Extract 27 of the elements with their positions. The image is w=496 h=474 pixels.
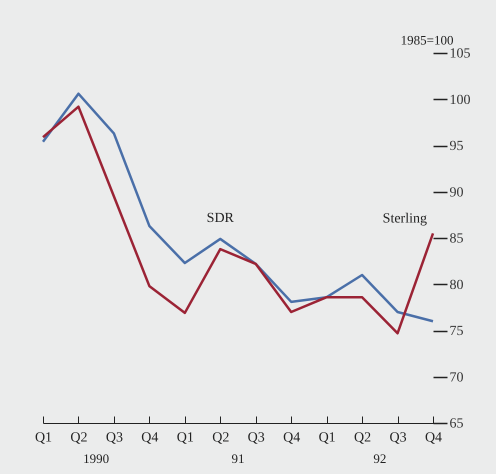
series-label: Sterling <box>382 211 427 226</box>
y-tick-label: 70 <box>450 370 464 386</box>
x-tick-label: Q1 <box>34 430 52 446</box>
y-tick-label: 100 <box>450 92 470 108</box>
y-tick-label: 95 <box>450 139 464 154</box>
y-axis-title: 1985=100 <box>400 32 454 48</box>
series-label: SDR <box>206 210 235 226</box>
x-tick-label: Q3 <box>389 430 407 446</box>
x-tick-label: Q2 <box>212 430 230 446</box>
text: 1990 <box>83 451 110 466</box>
x-tick-label: Q4 <box>283 430 300 446</box>
x-tick-label: Q1 <box>176 430 194 446</box>
y-tick-label: 85 <box>450 232 464 246</box>
x-tick-label: Q2 <box>354 430 372 446</box>
y-tick-label: 80 <box>450 278 464 293</box>
x-tick-label: Q4 <box>141 430 158 446</box>
x-tick-label: Q2 <box>70 430 88 446</box>
y-tick-label: 105 <box>450 46 470 62</box>
text: 92 <box>373 451 386 466</box>
x-tick-label: Q3 <box>248 430 265 446</box>
y-tick-label: 75 <box>450 324 464 339</box>
y-tick-label: 65 <box>450 416 464 432</box>
x-tick-label: Q3 <box>106 430 123 446</box>
y-tick-label: 90 <box>450 185 464 200</box>
text: 91 <box>232 451 244 466</box>
x-tick-label: Q1 <box>318 430 336 446</box>
x-tick-label: Q4 <box>424 430 442 446</box>
